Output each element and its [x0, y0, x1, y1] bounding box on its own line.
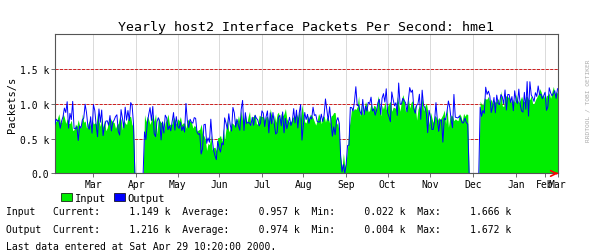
Text: RRDTOOL / TOBI OETIKER: RRDTOOL / TOBI OETIKER [586, 59, 591, 141]
Text: Output  Current:     1.216 k  Average:     0.974 k  Min:     0.004 k  Max:     1: Output Current: 1.216 k Average: 0.974 k… [6, 224, 511, 234]
Title: Yearly host2 Interface Packets Per Second: hme1: Yearly host2 Interface Packets Per Secon… [118, 21, 494, 34]
Text: Last data entered at Sat Apr 29 10:20:00 2000.: Last data entered at Sat Apr 29 10:20:00… [6, 241, 276, 250]
Legend: Input, Output: Input, Output [57, 189, 170, 207]
Y-axis label: Packets/s: Packets/s [7, 76, 17, 132]
Text: Input   Current:     1.149 k  Average:     0.957 k  Min:     0.022 k  Max:     1: Input Current: 1.149 k Average: 0.957 k … [6, 206, 511, 216]
